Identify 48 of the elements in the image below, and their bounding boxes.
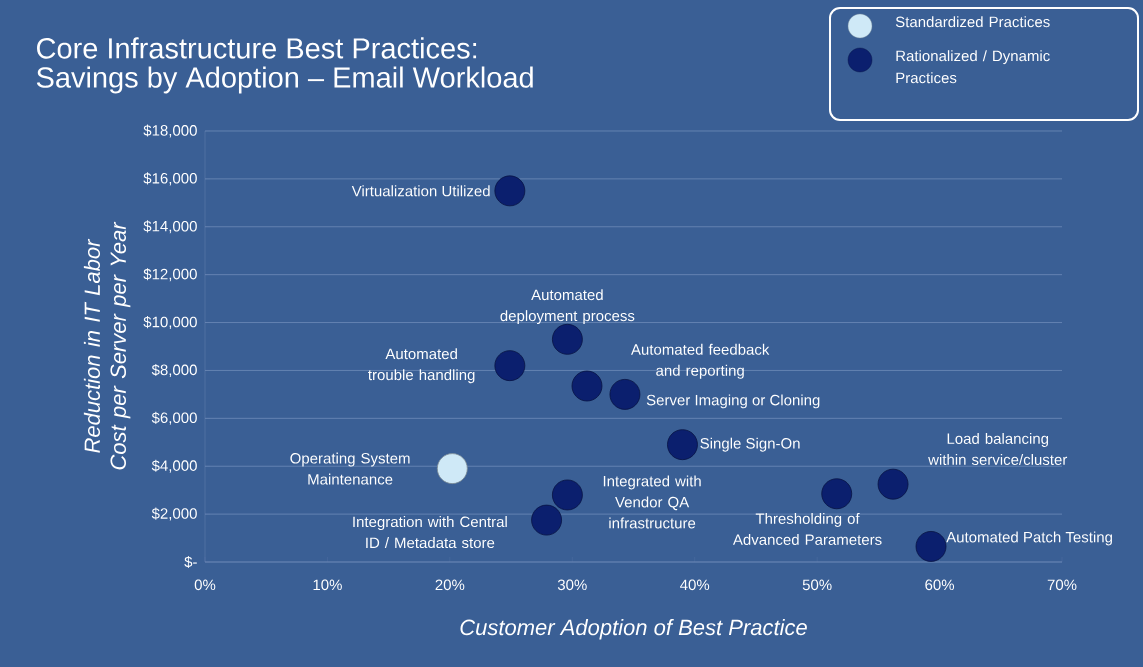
y-tick-label: $14,000 [143, 220, 197, 234]
x-tick-label: 50% [802, 579, 832, 591]
annotation: Operating System Maintenance [290, 452, 410, 485]
point [877, 468, 909, 500]
annotation: Integration with Central ID / Metadata store [353, 516, 507, 549]
annotation: Automated deployment process [500, 289, 635, 325]
annotation: Load balancing within service/cluster [928, 432, 1068, 465]
x-tick-label: 40% [680, 579, 710, 591]
x-tick-label: 20% [435, 579, 465, 591]
y-tick-label: $8,000 [151, 363, 197, 377]
y-tick-label: $12,000 [143, 268, 197, 282]
annotation: Automated feedback and reporting [631, 343, 770, 379]
point [667, 429, 698, 461]
point [609, 378, 641, 410]
y-tick-label: $18,000 [143, 124, 197, 138]
y-tick-label: $2,000 [151, 507, 197, 521]
annotation: Single Sign-On [700, 437, 800, 452]
y-tick-label: $10,000 [143, 316, 197, 330]
legend-label: Standardized Practices [895, 16, 1050, 28]
annotation: Integrated with Vendor QA infrastructure [603, 475, 701, 529]
annotation: Automated trouble handling [368, 348, 475, 384]
point [494, 350, 526, 382]
y-tick-label: $4,000 [151, 459, 197, 473]
legend-label: Rationalized / Dynamic Practices [896, 50, 1050, 84]
annotation: Automated Patch Testing [946, 531, 1112, 546]
chart-subtitle: Savings by Adoption – Email Workload [36, 66, 533, 94]
point [531, 504, 562, 536]
x-tick-label: 10% [313, 579, 342, 591]
y-tick-label: $16,000 [143, 172, 197, 186]
point [494, 175, 526, 207]
y-tick-label: $6,000 [151, 411, 197, 425]
y-axis-title: Reduction in IT Labor Cost per Server per Year [83, 221, 131, 470]
chart-title: Core Infrastructure Best Practices: [37, 37, 477, 59]
point [436, 453, 468, 485]
x-tick-label: 0% [194, 579, 216, 591]
x-tick-label: 70% [1047, 579, 1077, 591]
point [821, 478, 853, 510]
y-tick-label: $- [184, 555, 197, 569]
annotation: Virtualization Utilized [351, 185, 490, 197]
x-axis-title: Customer Adoption of Best Practice [460, 619, 807, 640]
point [915, 531, 947, 562]
x-tick-label: 60% [925, 579, 955, 591]
x-tick-label: 30% [557, 579, 587, 591]
point [551, 479, 583, 511]
point [571, 370, 603, 402]
annotation: Server Imaging or Cloning [646, 394, 820, 409]
point [551, 323, 583, 355]
annotation: Thresholding of Advanced Parameters [732, 512, 882, 545]
